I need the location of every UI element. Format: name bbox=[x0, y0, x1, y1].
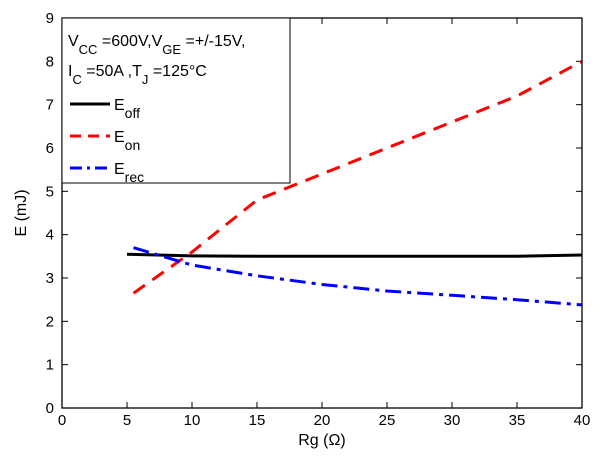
y-tick-label-6: 6 bbox=[46, 140, 54, 157]
y-tick-label-8: 8 bbox=[46, 53, 54, 70]
x-tick-label-5: 5 bbox=[123, 412, 131, 429]
x-tick-label-35: 35 bbox=[509, 412, 526, 429]
x-tick-label-25: 25 bbox=[379, 412, 396, 429]
y-tick-label-9: 9 bbox=[46, 10, 54, 27]
x-tick-label-15: 15 bbox=[249, 412, 266, 429]
y-tick-label-4: 4 bbox=[46, 227, 54, 244]
plot-area bbox=[61, 17, 583, 409]
conditions-line-1: VCC =600V,VGE =+/-15V, bbox=[68, 33, 245, 57]
x-tick-label-30: 30 bbox=[444, 412, 461, 429]
y-tick-label-2: 2 bbox=[46, 313, 54, 330]
series-line-rec bbox=[133, 246, 583, 307]
legend-label-rec: Erec bbox=[114, 161, 144, 185]
legend-entries: Eoff Eon Erec bbox=[70, 97, 144, 185]
legend-label-on: Eon bbox=[114, 129, 140, 153]
series-line-off bbox=[126, 252, 583, 258]
x-axis-label: Rg (Ω) bbox=[298, 432, 346, 449]
legend-label-off: Eoff bbox=[114, 97, 140, 121]
series-layer bbox=[126, 59, 583, 307]
x-tick-label-10: 10 bbox=[184, 412, 201, 429]
legend-box bbox=[61, 17, 291, 184]
series-line-on bbox=[132, 59, 583, 295]
y-tick-label-7: 7 bbox=[46, 97, 54, 114]
y-tick-label-1: 1 bbox=[46, 357, 54, 374]
axis-ticks: 0 5 10 15 20 25 30 35 40 0 1 2 3 4 5 6 7 8 9 bbox=[46, 10, 591, 429]
y-tick-label-3: 3 bbox=[46, 270, 54, 287]
y-tick-label-5: 5 bbox=[46, 183, 54, 200]
conditions-line-2: IC =50A ,TJ =125°C bbox=[68, 63, 207, 87]
y-axis-label: E (mJ) bbox=[13, 189, 30, 236]
x-tick-label-40: 40 bbox=[574, 412, 591, 429]
x-tick-label-20: 20 bbox=[314, 412, 331, 429]
y-tick-label-0: 0 bbox=[46, 400, 54, 417]
legend: VCC =600V,VGE =+/-15V, IC =50A ,TJ =125°… bbox=[61, 17, 291, 185]
x-tick-label-0: 0 bbox=[58, 412, 66, 429]
